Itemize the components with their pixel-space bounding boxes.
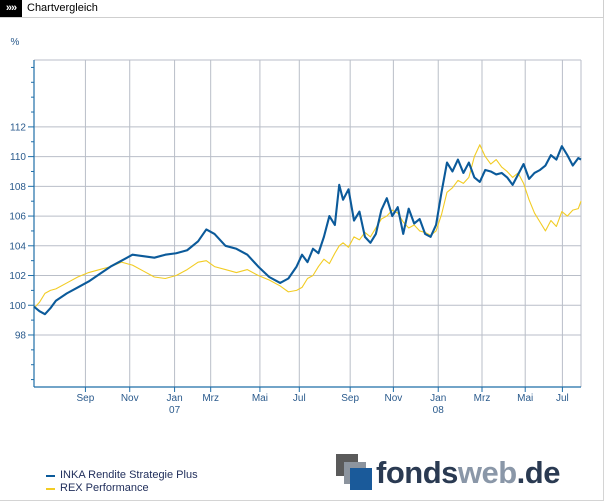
legend-entry-inka: INKA Rendite Strategie Plus bbox=[46, 469, 198, 482]
series-line-inka bbox=[33, 145, 582, 316]
logo-part-de: .de bbox=[516, 455, 561, 490]
title-bar: »» Chartvergleich bbox=[0, 0, 604, 18]
x-tick-label-8: Jan bbox=[430, 393, 446, 404]
expand-arrows-icon[interactable]: »» bbox=[0, 0, 22, 17]
y-tick-label-1: 100 bbox=[9, 301, 26, 312]
y-tick-label-6: 110 bbox=[10, 152, 26, 163]
legend-swatch-inka bbox=[46, 475, 55, 477]
logo-part-fonds: fonds bbox=[376, 455, 458, 490]
y-tick-label-0: 98 bbox=[15, 330, 27, 341]
x-tick-label-7: Nov bbox=[384, 393, 402, 404]
y-axis-unit-label: % bbox=[11, 37, 20, 48]
fondsweb-logo-text: fondsweb.de bbox=[376, 454, 560, 492]
x-tick-sublabel-2: 07 bbox=[169, 405, 181, 416]
chart-title: Chartvergleich bbox=[27, 2, 98, 14]
x-tick-label-2: Jan bbox=[167, 393, 183, 404]
x-tick-label-4: Mai bbox=[252, 393, 268, 404]
x-tick-label-9: Mrz bbox=[474, 393, 491, 404]
x-tick-label-0: Sep bbox=[77, 393, 95, 404]
x-tick-label-5: Jul bbox=[293, 393, 306, 404]
chart-frame: 98 100 102 104 106 108 110 112% Sep Nov Jan 07 Mrz Ma… bbox=[0, 18, 604, 501]
y-tick-label-5: 108 bbox=[9, 182, 26, 193]
x-tick-label-1: Nov bbox=[121, 393, 139, 404]
y-tick-label-4: 106 bbox=[9, 212, 26, 223]
legend-label-inka: INKA Rendite Strategie Plus bbox=[60, 469, 198, 481]
series-line-rex bbox=[33, 144, 582, 309]
x-tick-label-10: Mai bbox=[517, 393, 533, 404]
chart-legend: INKA Rendite Strategie Plus REX Performa… bbox=[46, 469, 198, 495]
legend-entry-rex: REX Performance bbox=[46, 482, 198, 495]
y-tick-label-3: 104 bbox=[9, 241, 26, 252]
y-tick-label-2: 102 bbox=[9, 271, 26, 282]
y-tick-label-7: 112 bbox=[10, 122, 26, 133]
fondsweb-logo-icon bbox=[336, 454, 372, 490]
legend-label-rex: REX Performance bbox=[60, 482, 149, 494]
x-tick-label-3: Mrz bbox=[202, 393, 219, 404]
x-tick-label-11: Jul bbox=[556, 393, 569, 404]
logo-part-web: web bbox=[457, 455, 517, 490]
fondsweb-logo[interactable]: fondsweb.de bbox=[336, 452, 560, 492]
x-tick-sublabel-8: 08 bbox=[433, 405, 445, 416]
legend-swatch-rex bbox=[46, 488, 55, 490]
x-tick-label-6: Sep bbox=[341, 393, 359, 404]
